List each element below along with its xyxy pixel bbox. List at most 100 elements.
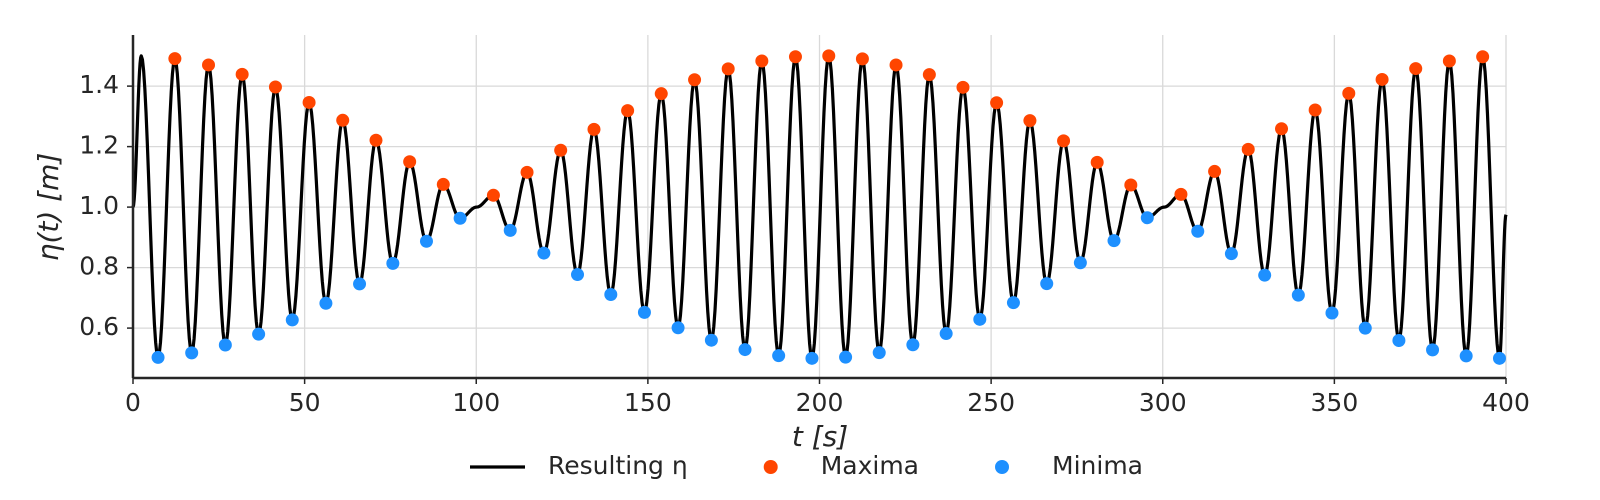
point xyxy=(268,80,282,94)
point xyxy=(403,155,417,169)
point xyxy=(973,312,987,326)
point xyxy=(1073,256,1087,270)
point xyxy=(285,313,299,327)
point xyxy=(855,52,869,66)
point xyxy=(151,350,165,364)
point xyxy=(202,58,216,72)
point xyxy=(1140,211,1154,225)
x-tick-label: 100 xyxy=(452,388,500,417)
x-tick-label: 250 xyxy=(967,388,1015,417)
point xyxy=(554,143,568,157)
x-tick-label: 400 xyxy=(1482,388,1530,417)
point xyxy=(1459,349,1473,363)
point xyxy=(386,256,400,270)
point xyxy=(537,246,551,260)
point xyxy=(788,50,802,64)
plot-area xyxy=(131,49,1508,365)
point xyxy=(872,346,886,360)
point xyxy=(889,58,903,72)
point xyxy=(453,211,467,225)
point xyxy=(721,62,735,76)
y-tick-label: 1.2 xyxy=(79,131,119,160)
x-tick-label: 350 xyxy=(1311,388,1359,417)
legend-symbol xyxy=(763,460,778,474)
point xyxy=(1057,134,1071,148)
point xyxy=(1291,288,1305,302)
point xyxy=(252,327,266,341)
point xyxy=(1258,268,1272,282)
y-tick-label: 0.8 xyxy=(79,252,119,281)
legend-symbol xyxy=(995,460,1010,474)
point xyxy=(1208,164,1222,178)
legend-label: Resulting η xyxy=(548,451,688,480)
point xyxy=(1090,155,1104,169)
point xyxy=(671,321,685,335)
point xyxy=(436,177,450,191)
point xyxy=(571,268,585,282)
y-tick-label: 0.6 xyxy=(79,312,119,341)
point xyxy=(1325,306,1339,320)
point xyxy=(1358,321,1372,335)
point xyxy=(319,296,333,310)
x-tick-label: 50 xyxy=(289,388,321,417)
point xyxy=(704,333,718,347)
point xyxy=(1191,224,1205,238)
point xyxy=(1426,343,1440,357)
x-tick-label: 0 xyxy=(125,388,141,417)
point xyxy=(336,113,350,127)
point xyxy=(1241,142,1255,156)
point xyxy=(621,104,635,118)
point xyxy=(772,349,786,363)
point xyxy=(1409,62,1423,76)
point xyxy=(922,68,936,82)
y-tick-label: 1.0 xyxy=(79,191,119,220)
point xyxy=(688,73,702,87)
point xyxy=(353,277,367,291)
y-axis-label: η(t) [m] xyxy=(32,153,65,262)
point xyxy=(637,305,651,319)
line xyxy=(131,54,1508,360)
point xyxy=(1107,234,1121,248)
point xyxy=(1006,296,1020,310)
point xyxy=(1492,351,1506,365)
point xyxy=(805,351,819,365)
point xyxy=(1275,122,1289,136)
point xyxy=(520,165,534,179)
point xyxy=(218,338,232,352)
point xyxy=(503,223,517,237)
point xyxy=(990,96,1004,110)
point xyxy=(1040,277,1054,291)
point xyxy=(1023,114,1037,128)
point xyxy=(738,343,752,357)
x-tick-label: 200 xyxy=(796,388,844,417)
point xyxy=(1308,103,1322,117)
point xyxy=(1392,333,1406,347)
point xyxy=(235,67,249,81)
x-axis-label: t [s] xyxy=(792,420,848,453)
point xyxy=(1174,187,1188,201)
point xyxy=(587,122,601,136)
legend-label: Minima xyxy=(1052,451,1143,480)
legend: Resulting η Maxima Minima xyxy=(470,451,1143,480)
point xyxy=(369,133,383,147)
point xyxy=(1476,50,1490,64)
legend-label: Maxima xyxy=(821,451,919,480)
point xyxy=(755,54,769,68)
point xyxy=(839,350,853,364)
point xyxy=(168,52,182,66)
point xyxy=(906,338,920,352)
point xyxy=(956,80,970,94)
point xyxy=(1342,86,1356,100)
point xyxy=(1442,54,1456,68)
point xyxy=(939,327,953,341)
point xyxy=(1224,247,1238,261)
x-tick-label: 300 xyxy=(1139,388,1187,417)
point xyxy=(486,188,500,202)
point xyxy=(1124,178,1138,192)
point xyxy=(185,346,199,360)
point xyxy=(822,49,836,63)
x-tick-label: 150 xyxy=(624,388,672,417)
y-tick-label: 1.4 xyxy=(79,70,119,99)
point xyxy=(302,95,316,109)
